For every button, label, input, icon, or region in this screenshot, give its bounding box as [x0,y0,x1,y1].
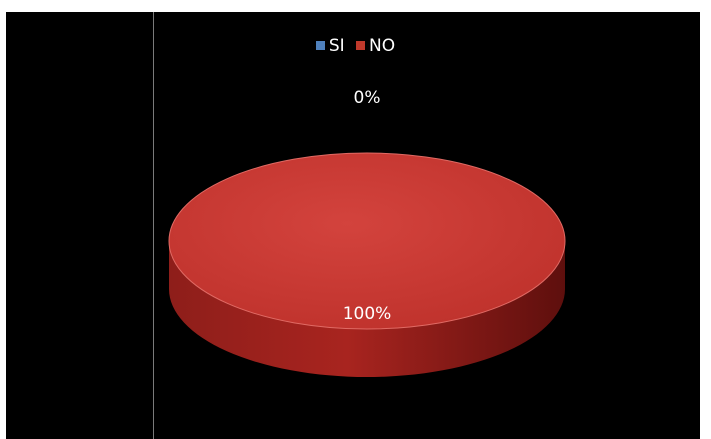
pie-slice-no [168,152,566,330]
legend-label-no: NO [369,36,396,56]
legend-label-si: SI [328,36,345,56]
chart-legend: SI NO [0,36,711,56]
column-divider [153,12,154,439]
legend-swatch-si [315,41,325,50]
data-label-no: 100% [342,304,392,324]
legend-entry-si: SI [315,36,345,56]
data-label-si: 0% [353,88,381,108]
legend-swatch-no [356,41,366,50]
legend-entry-no: NO [356,36,395,56]
pie-side-wall [169,241,565,377]
